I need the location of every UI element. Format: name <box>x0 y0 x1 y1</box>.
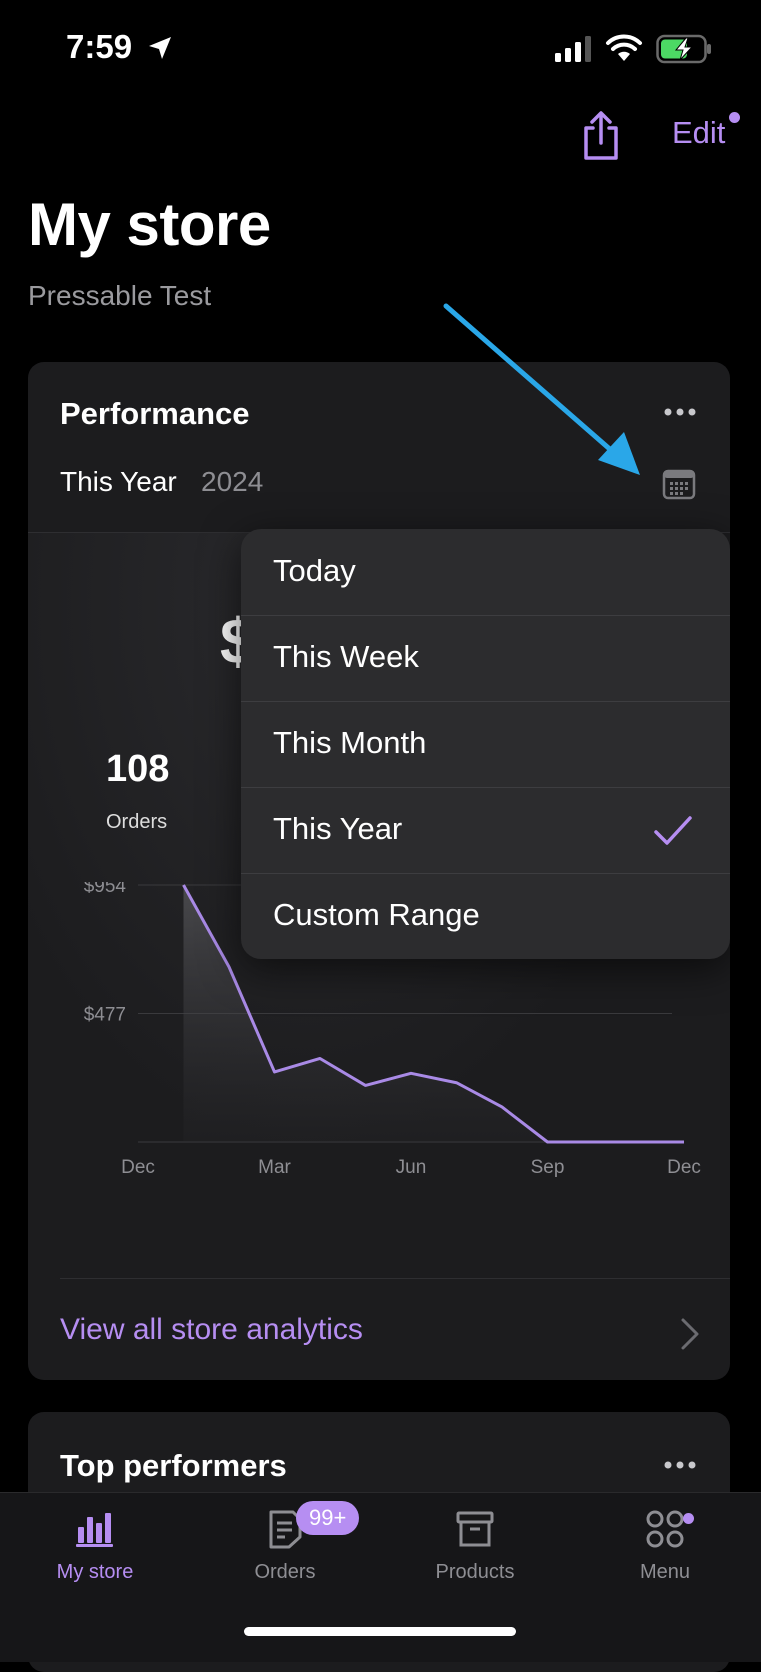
battery-charging-icon <box>656 34 711 64</box>
tab-my-store[interactable]: My store <box>0 1493 190 1662</box>
bar-chart-icon <box>76 1513 113 1547</box>
store-name: Pressable Test <box>28 280 212 311</box>
menu-item-label: This Month <box>273 725 427 760</box>
menu-grid-icon <box>646 1510 684 1548</box>
calendar-icon[interactable] <box>662 468 696 500</box>
date-range-year: 2024 <box>201 466 264 497</box>
y-tick-label: $477 <box>84 1005 126 1026</box>
status-time: 7:59 <box>66 28 133 65</box>
tab-label: My store <box>56 1561 134 1583</box>
edit-button[interactable]: Edit <box>672 115 726 150</box>
tab-menu[interactable]: Menu <box>570 1493 760 1662</box>
more-options-icon[interactable] <box>663 407 697 417</box>
menu-item-today[interactable]: Today <box>241 529 730 616</box>
archive-box-icon <box>456 1511 494 1547</box>
tab-products[interactable]: Products <box>380 1493 570 1662</box>
menu-item-this-week[interactable]: This Week <box>241 615 730 702</box>
share-icon[interactable] <box>580 110 622 162</box>
wifi-icon <box>606 34 642 61</box>
checkmark-icon <box>654 816 692 845</box>
chart-series-line <box>182 884 684 1144</box>
orders-label: Orders <box>106 811 168 833</box>
menu-item-this-month[interactable]: This Month <box>241 701 730 788</box>
home-indicator <box>244 1627 516 1636</box>
date-range-menu: Today This Week This Month This Year Cus… <box>241 529 730 959</box>
location-arrow-icon <box>149 37 171 59</box>
menu-item-label: Custom Range <box>273 897 480 932</box>
chevron-right-icon[interactable] <box>680 1317 700 1351</box>
annotation-arrow-icon <box>443 303 640 475</box>
tab-label: Products <box>435 1561 515 1583</box>
cellular-signal-icon <box>555 36 591 62</box>
performance-title: Performance <box>60 396 250 431</box>
x-tick-label: Dec <box>121 1157 155 1178</box>
menu-item-this-year[interactable]: This Year <box>241 787 730 874</box>
orders-value: 108 <box>106 748 170 790</box>
menu-item-label: This Year <box>273 811 403 846</box>
revenue-chart[interactable]: $954 $477 Dec Mar Jun Sep Dec <box>28 882 730 1222</box>
x-tick-label: Mar <box>258 1157 291 1178</box>
menu-notification-dot <box>683 1513 694 1524</box>
view-analytics-link[interactable]: View all store analytics <box>60 1313 363 1346</box>
x-tick-label: Sep <box>531 1157 565 1178</box>
tab-bar: My store 99+ Orders Products Menu <box>0 1492 761 1662</box>
chart-area-fill <box>183 885 684 1142</box>
y-tick-label: $954 <box>84 882 127 897</box>
tab-orders[interactable]: 99+ Orders <box>190 1493 380 1662</box>
menu-item-custom-range[interactable]: Custom Range <box>241 873 730 959</box>
menu-item-label: Today <box>273 553 356 588</box>
edit-notification-dot <box>729 112 740 123</box>
orders-icon <box>269 1510 302 1549</box>
tab-label: Menu <box>639 1561 691 1583</box>
more-options-icon[interactable] <box>663 1460 697 1470</box>
tab-label: Orders <box>254 1561 316 1583</box>
card-divider <box>60 1278 730 1279</box>
x-tick-label: Dec <box>667 1157 701 1178</box>
x-tick-label: Jun <box>396 1157 427 1178</box>
top-performers-title: Top performers <box>60 1448 287 1483</box>
menu-item-label: This Week <box>273 639 419 674</box>
page-title: My store <box>28 191 271 258</box>
orders-badge: 99+ <box>296 1501 360 1535</box>
date-range-label: This Year <box>60 466 177 497</box>
